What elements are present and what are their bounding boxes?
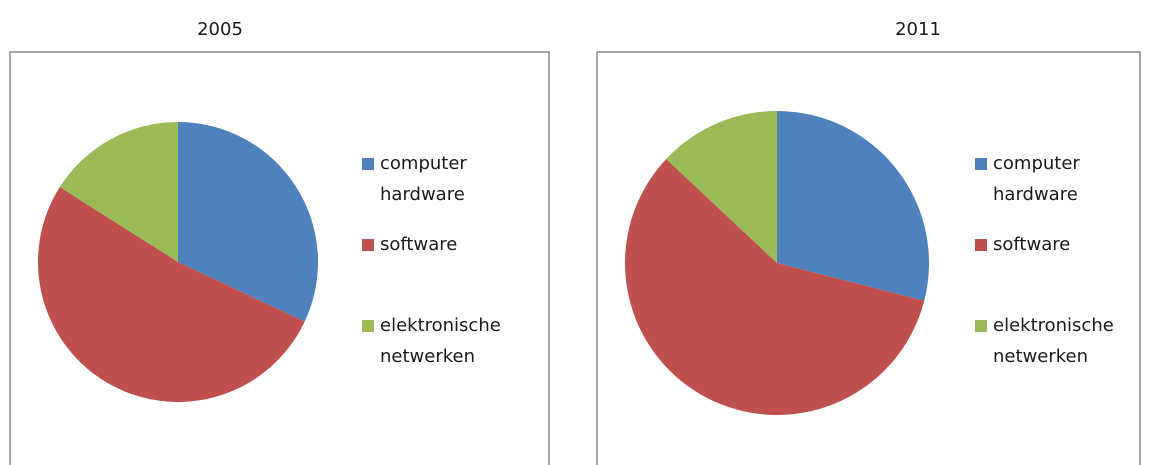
legend-label: computer hardware	[993, 153, 1080, 205]
legend-label: elektronische netwerken	[380, 315, 501, 367]
legend-label: software	[993, 234, 1070, 255]
chart-title: 2011	[895, 19, 941, 40]
legend-swatch	[362, 158, 374, 170]
pie-slice	[178, 122, 318, 322]
legend-swatch	[975, 158, 987, 170]
pie-slice	[625, 158, 925, 415]
legend-swatch	[362, 320, 374, 332]
legend-swatch	[975, 239, 987, 251]
legend-swatch	[975, 320, 987, 332]
legend-label: elektronische netwerken	[993, 315, 1114, 367]
chart-title: 2005	[197, 19, 243, 40]
pie-slice	[666, 111, 777, 263]
pie-slice	[777, 111, 929, 301]
legend-label: software	[380, 234, 457, 255]
pie-slice	[59, 122, 178, 262]
chart-frame	[9, 51, 550, 465]
legend-label: computer hardware	[380, 153, 467, 205]
chart-frame	[596, 51, 1141, 465]
pie-slice	[38, 186, 305, 402]
legend-swatch	[362, 239, 374, 251]
